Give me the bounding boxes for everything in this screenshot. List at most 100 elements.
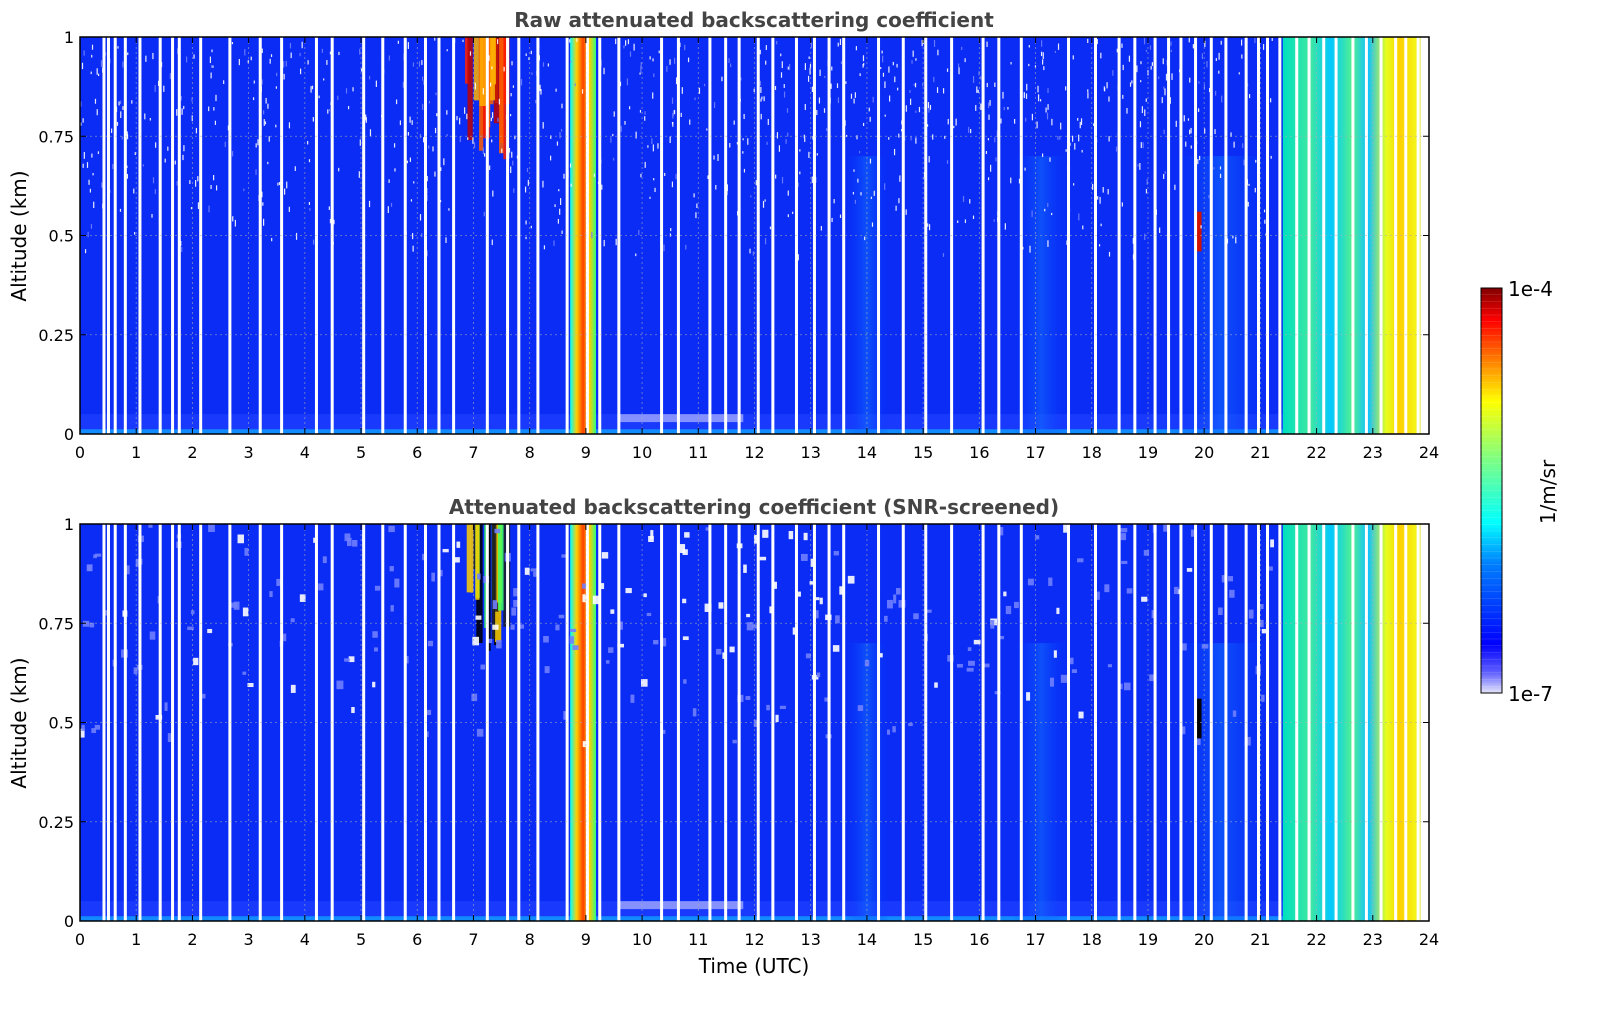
noise-speckle (998, 636, 1005, 640)
noise-speckle (833, 199, 835, 204)
noise-speckle (1150, 66, 1152, 70)
noise-speckle (1233, 141, 1235, 148)
data-gap (452, 524, 456, 921)
colorbar-gradient (1480, 287, 1503, 694)
noise-speckle (473, 142, 476, 149)
noise-speckle (630, 694, 635, 703)
noise-speckle (629, 51, 632, 57)
noise-speckle (544, 666, 550, 674)
noise-speckle (247, 682, 254, 688)
cloud-streak (491, 524, 496, 640)
noise-speckle (703, 83, 706, 87)
noise-speckle (797, 591, 801, 597)
data-gap (177, 37, 181, 434)
noise-speckle (93, 201, 95, 209)
noise-speckle (190, 207, 193, 210)
noise-speckle (1060, 674, 1068, 683)
noise-speckle (154, 85, 156, 92)
noise-speckle (290, 684, 296, 693)
noise-speckle (623, 45, 625, 49)
noise-speckle (1014, 118, 1016, 124)
noise-speckle (764, 238, 767, 245)
noise-speckle (1025, 93, 1028, 99)
y-tick-label: 0 (64, 912, 74, 931)
noise-speckle (1159, 227, 1161, 233)
noise-speckle (831, 217, 833, 223)
noise-speckle (524, 186, 527, 193)
noise-speckle (1270, 98, 1272, 103)
x-tick-label: 20 (1194, 930, 1214, 949)
noise-speckle (512, 85, 515, 88)
noise-speckle (759, 49, 761, 55)
noise-speckle (859, 73, 861, 77)
noise-speckle (989, 99, 991, 106)
noise-speckle (1128, 55, 1131, 62)
diffuse-layer-2 (1170, 156, 1272, 434)
noise-speckle (1087, 38, 1089, 43)
noise-speckle (1044, 208, 1046, 212)
noise-speckle (126, 134, 129, 140)
noise-speckle (638, 229, 640, 236)
noise-speckle (892, 61, 894, 66)
noise-speckle (1078, 134, 1080, 142)
noise-speckle (915, 137, 917, 144)
noise-speckle (910, 136, 912, 141)
noise-speckle (1144, 109, 1146, 116)
noise-speckle (469, 51, 472, 56)
noise-speckle (673, 109, 676, 115)
noise-speckle (663, 244, 665, 252)
data-gap (1133, 524, 1137, 921)
noise-speckle (926, 124, 929, 127)
noise-speckle (492, 190, 494, 197)
noise-speckle (698, 87, 701, 94)
noise-speckle (967, 647, 972, 651)
noise-speckle (682, 636, 689, 641)
noise-speckle (91, 54, 93, 58)
noise-speckle (1213, 167, 1215, 170)
x-tick-label: 19 (1138, 930, 1158, 949)
noise-speckle (1189, 129, 1191, 135)
noise-speckle (207, 628, 213, 634)
noise-speckle (443, 158, 445, 166)
y-tick-label: 1 (64, 515, 74, 534)
noise-speckle (1190, 127, 1192, 134)
noise-speckle (195, 127, 198, 134)
noise-speckle (535, 99, 537, 104)
noise-speckle (195, 180, 197, 187)
noise-speckle (514, 135, 516, 140)
noise-speckle (82, 163, 84, 168)
noise-speckle (1093, 123, 1095, 126)
noise-speckle (1141, 106, 1143, 114)
noise-speckle (1035, 535, 1040, 540)
noise-speckle (864, 660, 870, 667)
noise-speckle (896, 587, 901, 595)
noise-speckle (556, 141, 559, 146)
noise-speckle (431, 572, 435, 582)
noise-speckle (490, 117, 492, 122)
noise-speckle (752, 624, 759, 629)
noise-speckle (1049, 677, 1054, 687)
data-gap (517, 524, 521, 921)
noise-speckle (1007, 106, 1009, 110)
data-gap (1322, 37, 1326, 434)
x-tick-label: 9 (581, 930, 591, 949)
noise-speckle (880, 67, 882, 70)
noise-speckle (958, 67, 960, 75)
noise-speckle (980, 76, 982, 80)
data-gap (737, 524, 741, 921)
noise-speckle (224, 141, 226, 148)
noise-speckle (899, 175, 901, 182)
noise-speckle (269, 58, 271, 64)
noise-speckle (269, 591, 273, 598)
noise-speckle (558, 189, 560, 192)
noise-speckle (1194, 738, 1201, 746)
noise-speckle (964, 219, 967, 224)
x-tick-label: 4 (300, 443, 310, 462)
noise-speckle (345, 88, 348, 94)
noise-speckle (816, 109, 818, 116)
noise-speckle (775, 714, 779, 723)
noise-speckle (474, 82, 476, 90)
noise-speckle (262, 218, 265, 226)
snr-panel-title: Attenuated backscattering coefficient (S… (449, 495, 1059, 519)
noise-speckle (995, 157, 997, 162)
